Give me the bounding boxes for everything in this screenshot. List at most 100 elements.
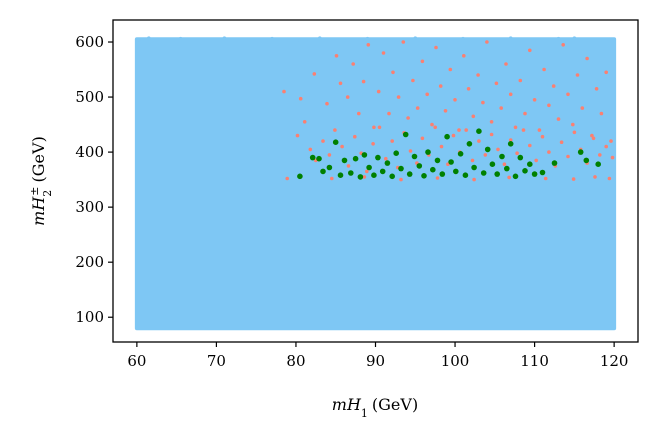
data-point	[420, 136, 425, 141]
data-point	[338, 81, 343, 86]
data-point	[448, 159, 454, 165]
data-point	[348, 170, 354, 176]
data-point	[158, 38, 163, 43]
data-point	[377, 125, 382, 130]
x-tick-label: 60	[127, 352, 146, 370]
data-point	[365, 36, 370, 41]
data-point	[566, 154, 570, 159]
data-point	[411, 153, 418, 160]
data-point	[330, 176, 334, 181]
y-tick-label: 500	[75, 88, 104, 106]
data-point	[337, 172, 344, 178]
data-point	[583, 157, 590, 164]
data-point	[531, 171, 538, 177]
data-point	[508, 138, 513, 142]
x-tick-label: 80	[286, 352, 305, 370]
data-point	[489, 161, 496, 167]
data-point	[406, 116, 410, 120]
data-point	[309, 154, 316, 161]
series-0	[134, 36, 617, 331]
data-point	[604, 144, 608, 149]
data-point	[285, 176, 290, 181]
data-point	[607, 176, 612, 181]
data-point	[608, 37, 612, 42]
data-point	[282, 89, 286, 94]
data-point	[609, 139, 613, 143]
data-point	[443, 109, 448, 113]
data-point	[416, 163, 423, 169]
data-point	[527, 161, 533, 167]
data-point	[325, 101, 329, 106]
data-point	[389, 39, 394, 43]
data-point	[372, 125, 376, 130]
data-point	[444, 133, 450, 140]
data-point	[551, 160, 558, 166]
data-point	[571, 177, 576, 181]
data-point	[327, 153, 332, 157]
data-point	[508, 36, 513, 40]
x-axis-label: mH1 (GeV)	[332, 395, 418, 420]
data-point	[357, 111, 361, 116]
data-point	[470, 158, 475, 163]
x-tick-label: 100	[441, 352, 470, 370]
data-point	[361, 152, 368, 158]
data-point	[321, 139, 325, 143]
data-point	[361, 79, 366, 84]
data-point	[518, 78, 523, 83]
data-point	[577, 149, 584, 155]
data-point	[398, 165, 404, 172]
data-point	[462, 172, 469, 178]
data-point	[585, 56, 589, 61]
data-point	[302, 120, 307, 124]
data-point	[308, 147, 313, 152]
data-point	[457, 128, 461, 132]
data-point	[434, 45, 438, 50]
data-point	[477, 139, 481, 143]
data-point	[402, 131, 409, 138]
data-point	[522, 168, 528, 174]
data-point	[178, 36, 183, 41]
data-point	[504, 165, 510, 172]
data-point	[462, 54, 466, 58]
x-tick-label: 70	[207, 352, 226, 370]
data-point	[340, 144, 344, 149]
data-point	[481, 100, 485, 105]
data-point	[408, 149, 413, 153]
data-point	[246, 38, 250, 42]
data-point	[439, 144, 444, 149]
data-point	[297, 173, 303, 180]
data-point	[365, 169, 369, 174]
data-point	[537, 128, 542, 132]
data-point	[507, 175, 511, 180]
data-point	[298, 96, 303, 101]
data-point	[494, 171, 501, 177]
y-tick-label: 300	[75, 198, 104, 216]
data-point	[453, 168, 459, 175]
data-point	[384, 160, 391, 166]
data-point	[430, 122, 434, 127]
data-point	[542, 67, 546, 72]
data-point	[590, 133, 594, 138]
data-point	[489, 120, 494, 124]
data-point	[540, 134, 545, 139]
data-point	[599, 111, 604, 116]
data-point	[434, 157, 441, 164]
y-axis-label: mH2±(GeV)	[28, 136, 54, 226]
data-point	[346, 164, 351, 168]
data-point	[295, 133, 300, 138]
data-point	[387, 111, 391, 116]
data-point	[561, 43, 565, 47]
data-point	[353, 134, 357, 139]
data-point	[371, 172, 377, 178]
data-point	[415, 106, 420, 110]
data-point	[604, 70, 608, 75]
data-point	[389, 173, 396, 180]
data-point	[512, 173, 519, 180]
data-point	[528, 143, 532, 148]
data-point	[461, 36, 465, 41]
data-point	[318, 36, 322, 40]
data-point	[351, 62, 356, 66]
data-point	[551, 84, 556, 88]
y-tick-label: 200	[75, 253, 104, 271]
data-point	[534, 158, 538, 163]
